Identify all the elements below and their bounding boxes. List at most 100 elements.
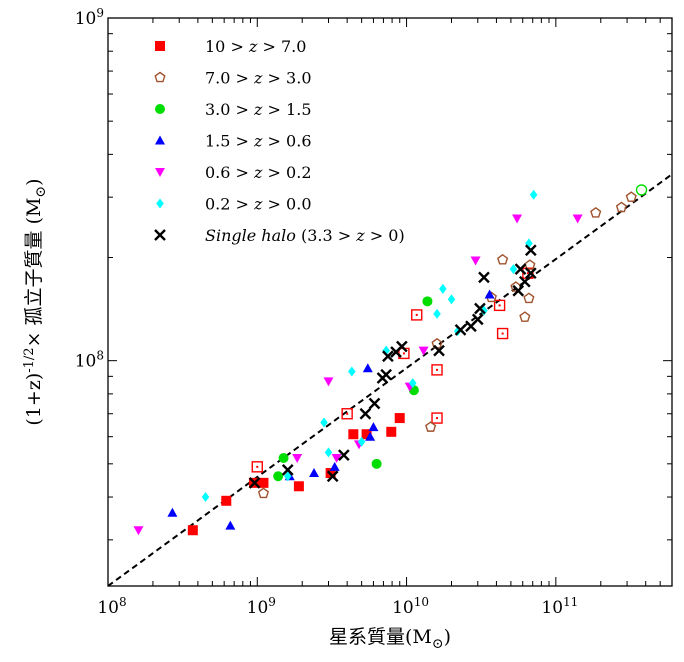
data-point-open bbox=[524, 259, 536, 270]
data-point bbox=[278, 452, 289, 463]
data-point bbox=[433, 344, 445, 357]
data-point-open bbox=[615, 201, 628, 213]
data-point bbox=[331, 453, 342, 463]
data-point bbox=[323, 377, 334, 387]
data-point bbox=[368, 397, 381, 410]
legend-marker bbox=[155, 168, 165, 177]
data-point-open bbox=[510, 281, 522, 292]
data-point bbox=[225, 520, 236, 530]
legend-marker bbox=[154, 229, 166, 241]
series-2 bbox=[273, 184, 648, 482]
data-point-open bbox=[625, 191, 637, 202]
x-axis-label: 星系質量(M⊙) bbox=[329, 626, 451, 652]
x-tick-label: 108 bbox=[97, 595, 126, 618]
x-tick-label: 1011 bbox=[541, 595, 578, 618]
data-point bbox=[470, 256, 481, 266]
data-point bbox=[309, 468, 320, 478]
series-6 bbox=[248, 244, 537, 489]
legend-marker bbox=[155, 104, 165, 114]
data-point bbox=[324, 447, 333, 458]
data-point bbox=[396, 340, 408, 353]
data-point-open bbox=[431, 364, 443, 376]
data-point bbox=[371, 458, 382, 469]
data-point bbox=[524, 244, 537, 257]
data-point bbox=[474, 302, 486, 315]
data-point bbox=[320, 417, 328, 428]
data-point-open-center bbox=[346, 412, 349, 415]
x-tick-label: 109 bbox=[247, 595, 276, 618]
data-point bbox=[484, 289, 495, 299]
data-point bbox=[365, 431, 376, 441]
data-point bbox=[337, 449, 350, 461]
data-point-open-center bbox=[498, 304, 501, 307]
data-point bbox=[187, 525, 198, 536]
legend-marker bbox=[154, 71, 166, 83]
data-point bbox=[447, 294, 456, 305]
data-point-open bbox=[411, 309, 423, 321]
data-point bbox=[357, 436, 366, 447]
legend: 10 > z > 7.0 7.0 > z > 3.0 3.0 > z > 1.5 1.… bbox=[154, 37, 405, 245]
data-point bbox=[368, 422, 379, 432]
data-point-open bbox=[635, 184, 648, 196]
legend-entry: 7.0 > z > 3.0 bbox=[205, 69, 312, 88]
data-point bbox=[258, 477, 269, 488]
data-point bbox=[248, 476, 261, 489]
data-point-open-center bbox=[402, 352, 405, 355]
data-point bbox=[284, 471, 292, 482]
data-point-open bbox=[341, 408, 353, 420]
data-point bbox=[509, 264, 518, 275]
data-point bbox=[329, 461, 340, 471]
data-point-open bbox=[523, 292, 535, 304]
data-point bbox=[362, 363, 373, 373]
data-point bbox=[348, 429, 359, 440]
data-point bbox=[433, 308, 441, 319]
y-tick-label: 109 bbox=[75, 6, 104, 29]
data-point-open-center bbox=[436, 417, 439, 420]
ticks-layer: 108 109 1010 1011 108 109 bbox=[75, 6, 673, 618]
legend-marker bbox=[156, 198, 164, 209]
data-point-open bbox=[425, 421, 437, 432]
y-tick-label: 108 bbox=[75, 349, 104, 372]
data-point-open bbox=[431, 412, 443, 424]
data-point-open bbox=[257, 487, 270, 499]
data-point bbox=[518, 275, 531, 288]
legend-entry: 1.5 > z > 0.6 bbox=[205, 132, 312, 151]
data-point bbox=[512, 214, 523, 224]
data-point bbox=[524, 267, 537, 280]
data-point-open bbox=[519, 311, 531, 322]
data-point bbox=[293, 481, 304, 492]
data-point bbox=[512, 284, 525, 297]
data-point-open-center bbox=[436, 368, 439, 371]
data-point bbox=[439, 283, 447, 294]
y-axis-label: (1+z)-1/2× 孤立子質量 (M⊙) bbox=[22, 178, 49, 425]
data-point bbox=[221, 495, 232, 506]
plot-frame bbox=[107, 17, 673, 587]
data-point bbox=[348, 366, 356, 377]
legend-marker bbox=[155, 135, 165, 145]
data-point-open-center bbox=[256, 465, 259, 468]
data-point bbox=[529, 189, 538, 200]
data-point bbox=[292, 453, 303, 463]
data-point bbox=[361, 429, 372, 440]
data-point bbox=[572, 214, 583, 224]
x-tick-label: 1010 bbox=[392, 595, 429, 618]
legend-marker bbox=[155, 41, 165, 51]
data-point-open bbox=[590, 206, 602, 218]
data-point bbox=[382, 350, 394, 363]
data-points-layer bbox=[133, 184, 648, 536]
legend-entry: Single halo (3.3 > z > 0) bbox=[205, 226, 405, 245]
data-point bbox=[394, 413, 405, 424]
data-point bbox=[281, 464, 294, 476]
data-point-open bbox=[496, 327, 509, 340]
data-point-open-center bbox=[526, 272, 529, 275]
series-3 bbox=[167, 289, 495, 530]
data-point bbox=[201, 492, 210, 503]
data-point bbox=[480, 305, 488, 316]
data-point-open bbox=[497, 253, 509, 265]
data-point bbox=[380, 368, 393, 381]
series-1 bbox=[257, 191, 637, 499]
data-point bbox=[408, 378, 417, 389]
data-point bbox=[326, 470, 339, 483]
series-5 bbox=[201, 189, 538, 503]
legend-entry: 10 > z > 7.0 bbox=[205, 37, 306, 56]
